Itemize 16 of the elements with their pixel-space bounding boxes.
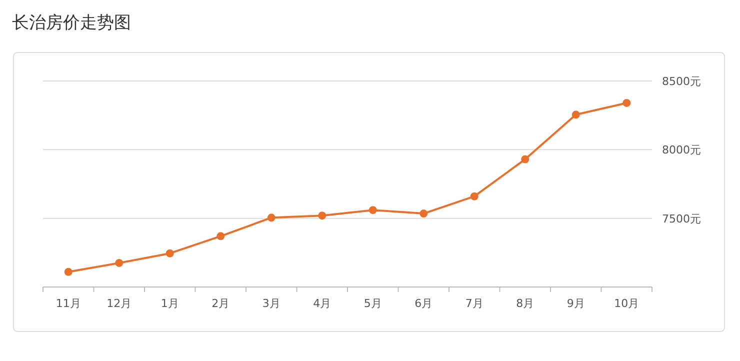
xtick: 12月	[106, 297, 132, 310]
ytick: 8500元	[662, 75, 701, 88]
xtick: 11月	[56, 297, 81, 310]
title: 长治房价走势图	[12, 13, 131, 33]
xtick: 2月	[212, 297, 230, 310]
xtick: 8月	[516, 297, 534, 310]
xtick: 10月	[614, 297, 640, 310]
ytick: 7500元	[662, 212, 701, 226]
xtick: 5月	[364, 297, 382, 310]
xtick: 9月	[566, 297, 585, 310]
xtick: 4月	[313, 297, 332, 310]
xtick: 6月	[414, 297, 433, 310]
xtick: 1月	[160, 297, 179, 310]
xtick: 3月	[262, 297, 280, 310]
xtick: 7月	[465, 297, 484, 310]
ytick: 8000元	[662, 144, 701, 157]
